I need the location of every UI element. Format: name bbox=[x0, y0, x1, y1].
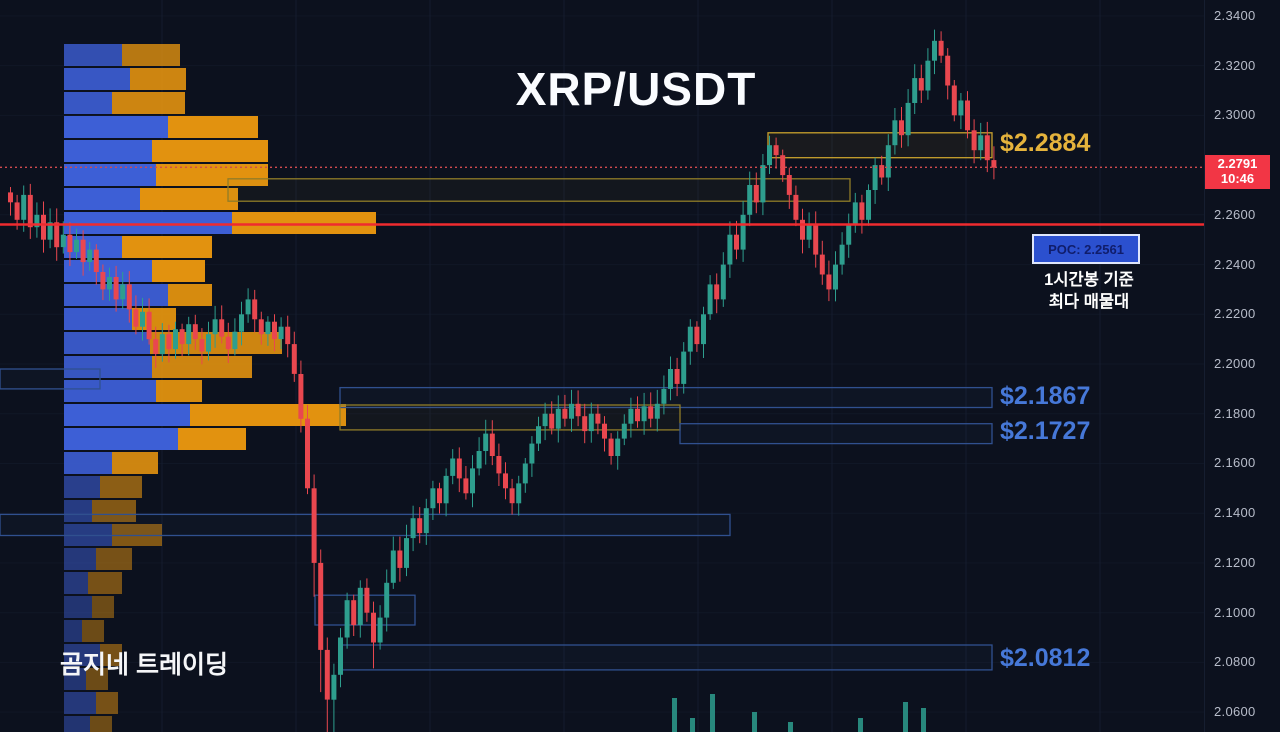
price-axis-tick: 2.1000 bbox=[1214, 604, 1256, 620]
price-axis[interactable]: 2.3400 2.3200 2.3000 2.2600 2.2400 2.2200 2.20… bbox=[1204, 0, 1280, 732]
price-axis-tick: 2.3400 bbox=[1214, 7, 1256, 23]
poc-label-box[interactable]: POC: 2.2561 bbox=[1032, 234, 1140, 264]
price-axis-tick: 2.2000 bbox=[1214, 356, 1256, 371]
price-axis-tick: 2.3200 bbox=[1214, 57, 1256, 73]
current-price-badge: 2.2791 10:46 bbox=[1205, 155, 1270, 190]
zone-price-label: $2.0812 bbox=[1000, 644, 1091, 673]
current-price-time: 10:46 bbox=[1220, 171, 1255, 187]
zone-price-label: $2.1867 bbox=[1000, 382, 1091, 411]
price-axis-tick: 2.1200 bbox=[1214, 554, 1256, 570]
price-axis-tick: 2.1400 bbox=[1214, 505, 1256, 521]
price-axis-tick: 2.2400 bbox=[1214, 256, 1256, 272]
poc-annotation-line1: 1시간봉 기준 bbox=[1044, 271, 1134, 289]
price-axis-tick: 2.3000 bbox=[1214, 107, 1256, 123]
zone-price-label: $2.1727 bbox=[1000, 416, 1091, 445]
poc-label-text: POC: 2.2561 bbox=[1048, 241, 1124, 257]
page-title: XRP/USDT bbox=[515, 63, 757, 115]
price-axis-tick: 2.2600 bbox=[1214, 206, 1256, 222]
price-axis-tick: 2.2200 bbox=[1214, 306, 1256, 322]
watermark-text: 곰지네 트레이딩 bbox=[60, 651, 228, 679]
price-axis-tick: 2.1800 bbox=[1214, 405, 1256, 421]
price-axis-tick: 2.0800 bbox=[1214, 654, 1256, 670]
price-axis-tick: 2.1600 bbox=[1214, 455, 1256, 471]
price-axis-tick: 2.0600 bbox=[1214, 704, 1256, 720]
current-price-value: 2.2791 bbox=[1217, 156, 1258, 172]
zone-price-label: $2.2884 bbox=[1000, 129, 1091, 158]
poc-annotation-line2: 최다 매물대 bbox=[1048, 292, 1130, 311]
poc-annotation: 1시간봉 기준 최다 매물대 bbox=[1010, 270, 1168, 314]
